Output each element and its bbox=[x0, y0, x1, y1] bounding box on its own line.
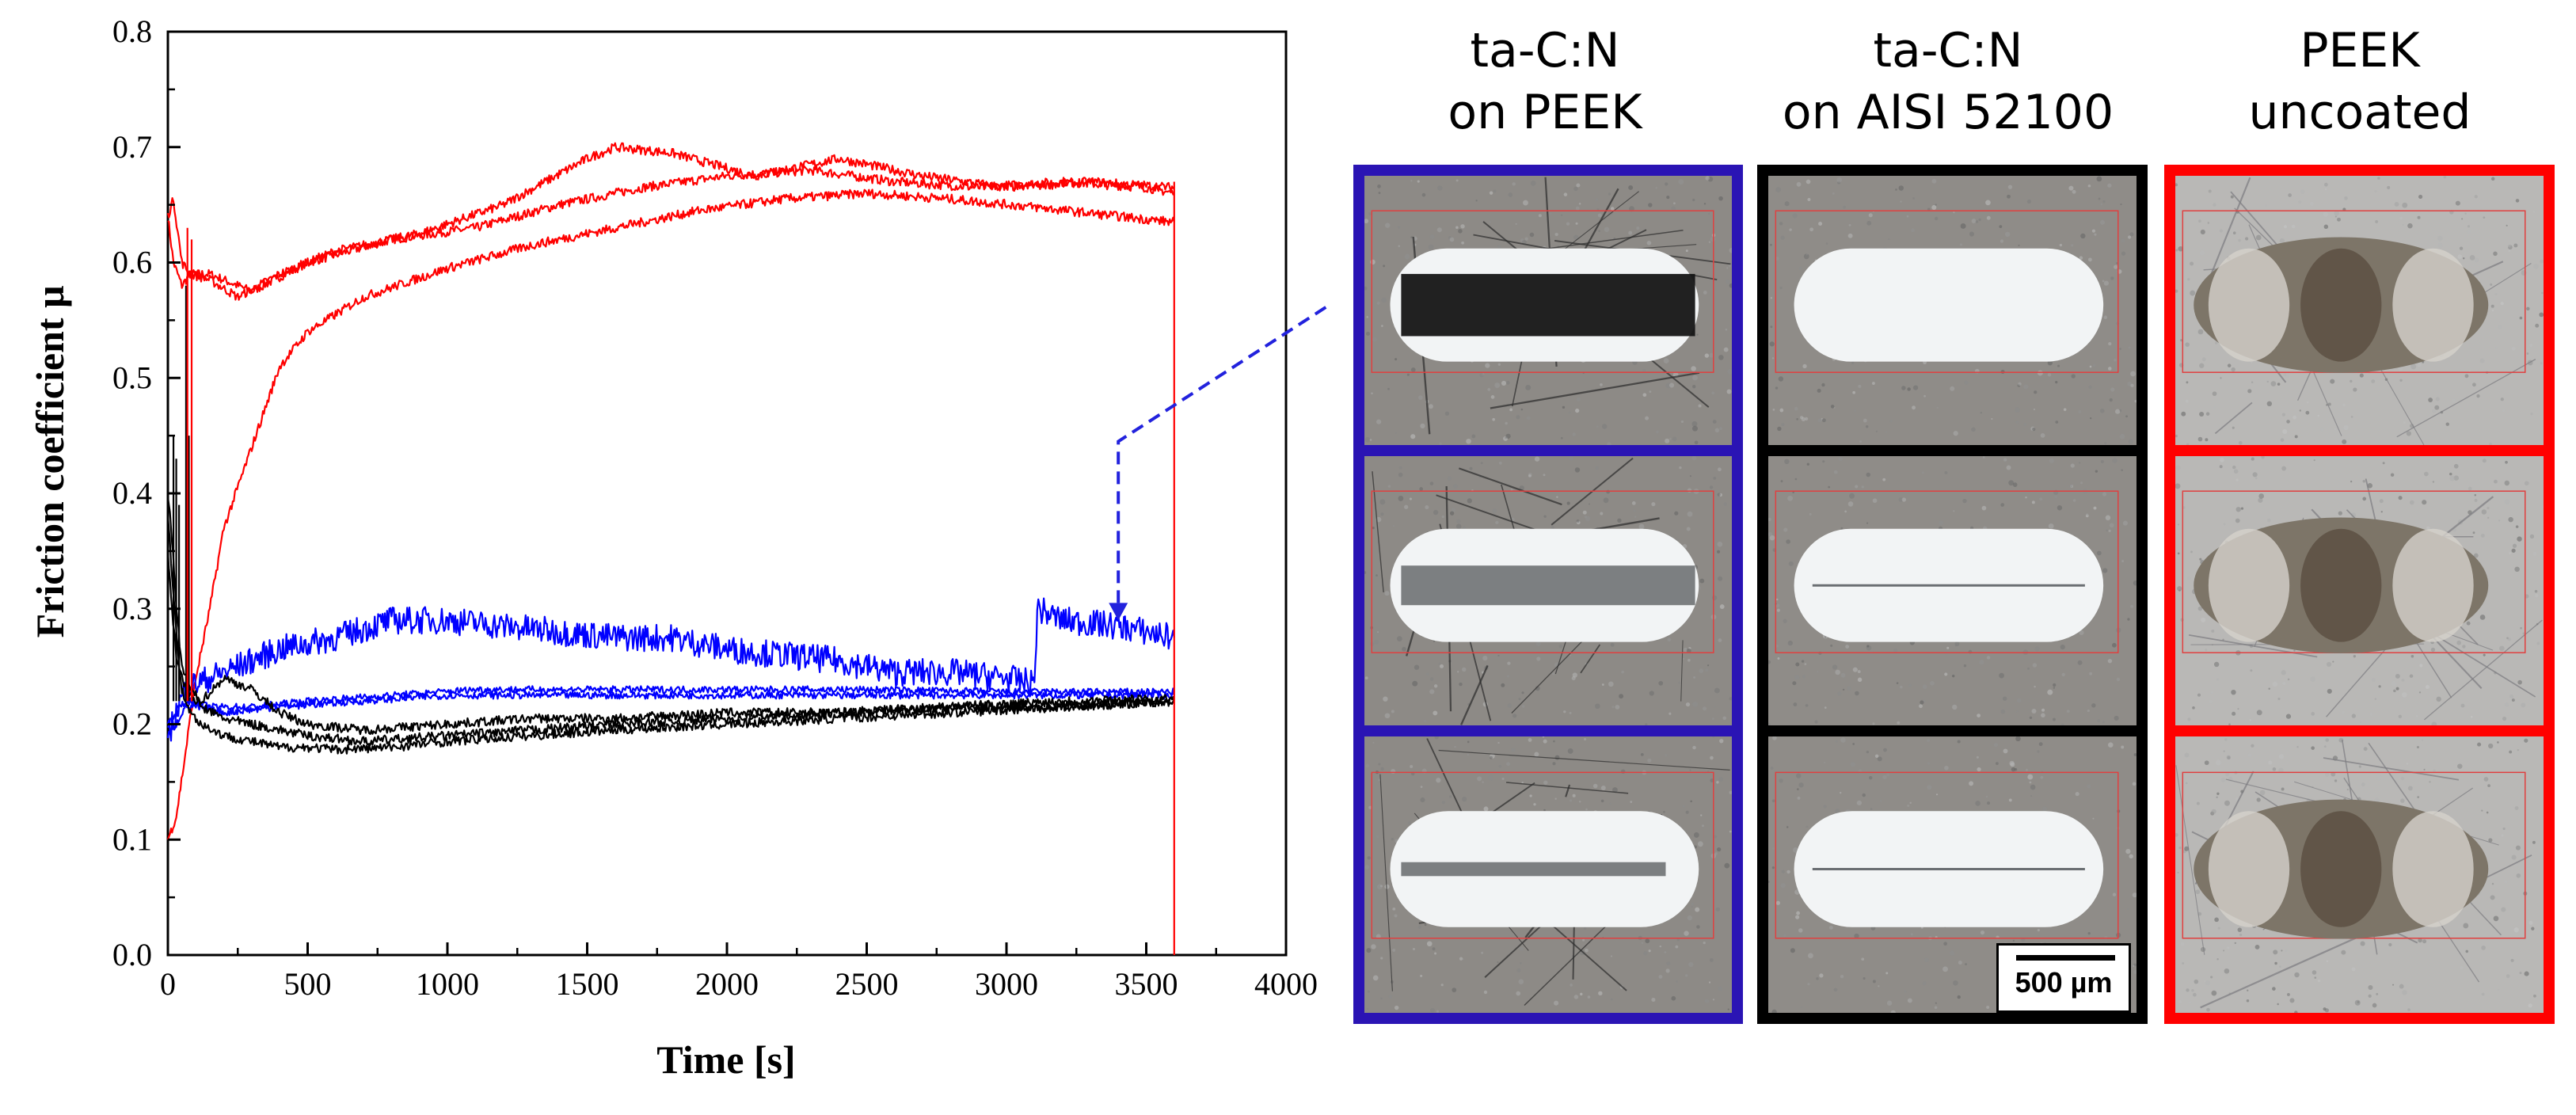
series-line-6 bbox=[167, 685, 1175, 729]
micrograph-image bbox=[1769, 176, 2137, 445]
y-tick-label: 0.3 bbox=[112, 591, 152, 626]
column-title-peek-uncoated: PEEK uncoated bbox=[2166, 20, 2554, 143]
friction-chart: 0 500 1000 1500 2000 2500 3000 3500 4000 0.0 0.1 0.… bbox=[28, 13, 1330, 1082]
series-line-3 bbox=[166, 188, 1175, 840]
micrograph-col3-row2 bbox=[2175, 456, 2544, 725]
micrograph-image bbox=[1364, 736, 1732, 1013]
micrograph-col1-row3 bbox=[1364, 736, 1732, 1013]
y-tick-label: 0.5 bbox=[112, 360, 152, 395]
y-tick-label: 0.0 bbox=[112, 937, 152, 972]
series-line-2 bbox=[166, 142, 1175, 301]
column-title-line1: PEEK bbox=[2300, 23, 2420, 78]
micrograph-col3-row1 bbox=[2175, 176, 2544, 445]
x-tick-label: 3000 bbox=[975, 966, 1038, 1002]
column-title-line1: ta-C:N bbox=[1873, 23, 2023, 78]
scale-bar-line bbox=[2016, 955, 2115, 961]
ticks-layer: 0 500 1000 1500 2000 2500 3000 3500 4000 0.0 0.1 0.… bbox=[112, 13, 1330, 1002]
x-tick-label: 500 bbox=[284, 966, 332, 1002]
micrograph-image bbox=[1364, 176, 1732, 445]
micrograph-col2-row1 bbox=[1768, 176, 2137, 445]
series-line-4 bbox=[166, 597, 1175, 742]
series-line-7 bbox=[166, 497, 1175, 736]
annotation-dashed-line bbox=[1117, 302, 1330, 603]
micrograph-col3-row3 bbox=[2175, 736, 2544, 1013]
column-title-ta-c-n-on-aisi-52100: ta-C:N on AISI 52100 bbox=[1754, 20, 2142, 143]
scale-bar: 500 µm bbox=[1996, 943, 2131, 1013]
y-tick-label: 0.8 bbox=[112, 13, 152, 49]
y-tick-label: 0.4 bbox=[112, 475, 152, 511]
series-layer bbox=[166, 142, 1175, 955]
column-title-ta-c-n-on-peek: ta-C:N on PEEK bbox=[1351, 20, 1739, 143]
column-title-line2: uncoated bbox=[2248, 85, 2471, 140]
micrograph-col1-row1 bbox=[1364, 176, 1732, 445]
column-title-line1: ta-C:N bbox=[1470, 23, 1620, 78]
micrograph-image bbox=[2175, 176, 2544, 445]
x-axis-title: Time [s] bbox=[656, 1037, 795, 1082]
scale-bar-label: 500 µm bbox=[2015, 966, 2113, 999]
series-line-9 bbox=[166, 551, 1175, 746]
y-tick-label: 0.1 bbox=[112, 821, 152, 857]
micrograph-image bbox=[1768, 736, 2137, 1013]
y-tick-label: 0.6 bbox=[112, 245, 152, 280]
x-tick-label: 3500 bbox=[1115, 966, 1178, 1002]
x-tick-label: 2500 bbox=[835, 966, 899, 1002]
column-title-line2: on AISI 52100 bbox=[1782, 85, 2114, 140]
x-tick-label: 2000 bbox=[695, 966, 759, 1002]
column-title-line2: on PEEK bbox=[1448, 85, 1642, 140]
series-line-5 bbox=[166, 691, 1175, 739]
y-tick-label: 0.2 bbox=[112, 706, 152, 742]
y-tick-label: 0.7 bbox=[112, 129, 152, 165]
series-line-8 bbox=[166, 516, 1175, 755]
micrograph-image bbox=[1364, 456, 1732, 725]
y-axis-title: Friction coefficient μ bbox=[28, 286, 72, 638]
x-tick-label: 4000 bbox=[1254, 966, 1318, 1002]
micrograph-image bbox=[1768, 456, 2137, 725]
x-tick-label: 0 bbox=[160, 966, 176, 1002]
micrograph-image bbox=[2175, 737, 2544, 1013]
micrograph-col2-row2 bbox=[1768, 456, 2137, 725]
x-tick-label: 1500 bbox=[556, 966, 619, 1002]
micrograph-image bbox=[2175, 456, 2544, 725]
x-tick-label: 1000 bbox=[416, 966, 479, 1002]
micrograph-col1-row2 bbox=[1364, 456, 1732, 725]
annotation-arrowhead bbox=[1109, 603, 1128, 621]
